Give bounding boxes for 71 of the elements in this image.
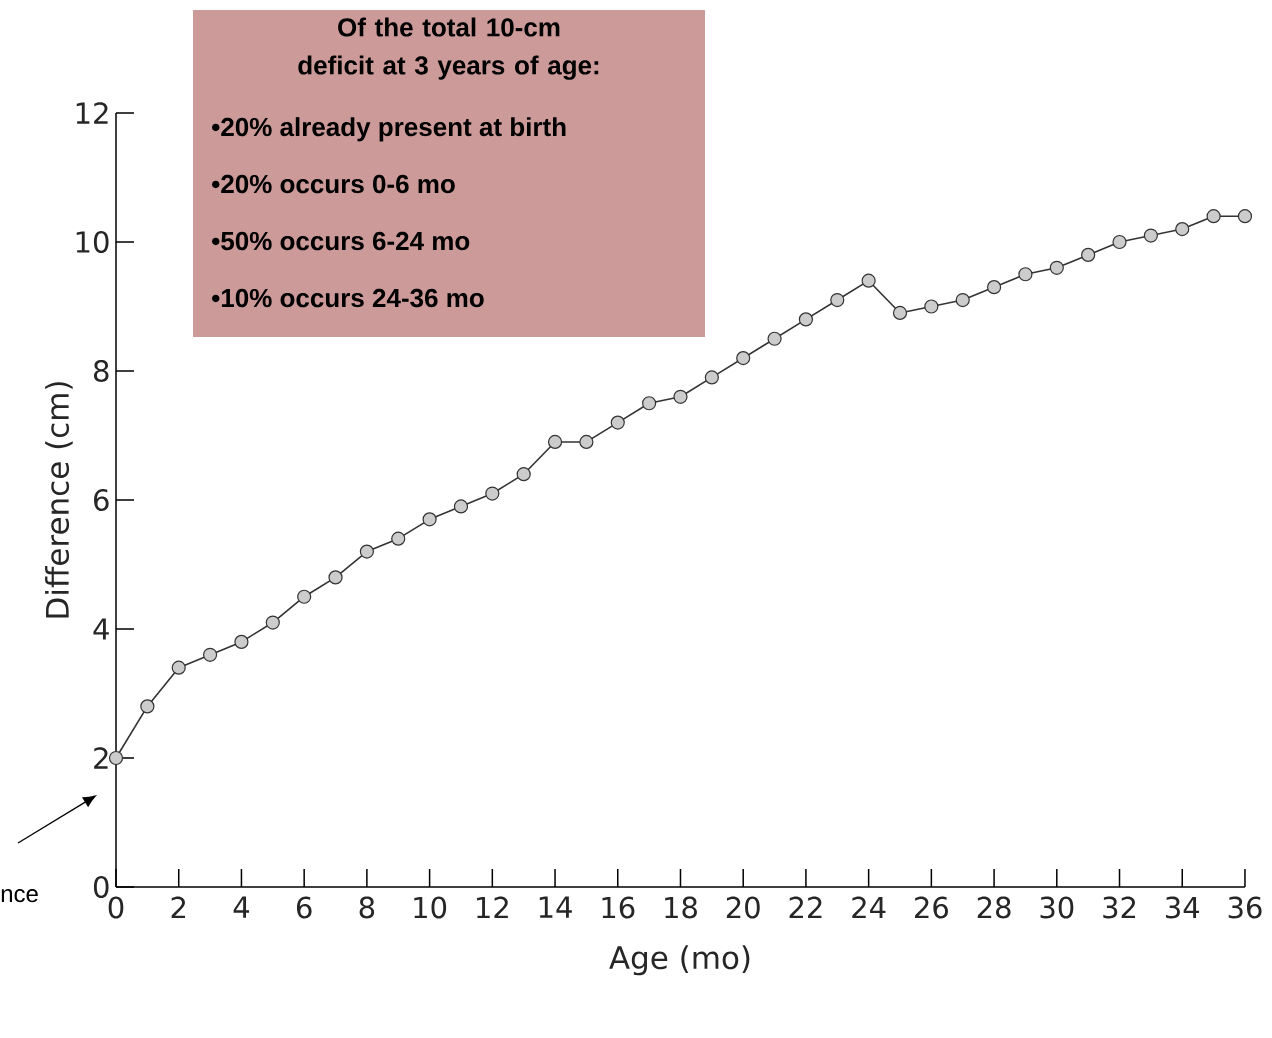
x-tick-label: 34 [1166, 896, 1200, 919]
x-tick-label: 22 [789, 896, 822, 919]
x-tick-label: 6 [296, 896, 312, 919]
point [1237, 209, 1253, 224]
y-tick-label: 8 [93, 360, 109, 382]
point [1143, 228, 1158, 243]
point [767, 331, 782, 346]
y-tick-label: 4 [93, 618, 109, 640]
y-tick-label: 6 [94, 489, 109, 511]
point [798, 312, 814, 327]
point [861, 273, 876, 288]
point [642, 396, 657, 411]
point [391, 531, 406, 546]
x-tick-label: 12 [477, 896, 508, 919]
x-tick-label: 26 [915, 896, 948, 919]
point [1018, 267, 1033, 282]
y-axis-title: Difference (cm) [45, 382, 73, 618]
point [924, 299, 939, 314]
annotation: •20% occurs 0-6 mo [212, 174, 455, 194]
point [736, 350, 751, 366]
point [108, 750, 124, 766]
point [1049, 260, 1064, 275]
point [704, 370, 719, 385]
x-tick-label: 18 [665, 896, 697, 919]
point [265, 615, 280, 630]
point [516, 467, 531, 482]
annotation: •20% already present at birth [212, 117, 566, 142]
y-tick-label: 12 [76, 102, 108, 124]
x-tick-label: 30 [1040, 896, 1074, 919]
x-tick-label: 16 [602, 896, 635, 919]
point [986, 280, 1002, 295]
x-axis-title: Age (mo) [609, 945, 750, 976]
y-tick-label: 10 [76, 231, 109, 253]
point [1206, 209, 1221, 224]
point [579, 434, 594, 450]
x-tick-label: 10 [414, 896, 447, 919]
text: nce [1, 889, 38, 903]
point [485, 486, 500, 501]
point [453, 499, 469, 514]
point [673, 389, 688, 404]
point [359, 544, 374, 559]
point [171, 660, 186, 675]
point [140, 699, 155, 714]
y-tick-label: 2 [94, 747, 108, 769]
point [1112, 234, 1127, 250]
point [297, 589, 312, 604]
x-tick-label: 32 [1103, 896, 1136, 919]
x-tick-label: 4 [233, 896, 250, 918]
x-tick-label: 20 [726, 896, 760, 919]
point [955, 292, 970, 308]
text: Of the total 10-cm deficit at 3 years of age: [298, 17, 599, 80]
point [610, 415, 625, 430]
point [830, 292, 845, 308]
point [202, 647, 218, 662]
point [892, 305, 908, 321]
annotation: •10% occurs 24-36 mo [212, 288, 484, 308]
annotation: •50% occurs 6-24 mo [212, 231, 470, 251]
point [547, 434, 563, 450]
point [328, 570, 343, 585]
point [422, 512, 437, 527]
x-tick-label: 36 [1228, 896, 1262, 919]
y-tick-label: 0 [93, 876, 109, 898]
x-tick-label: 28 [977, 896, 1011, 919]
x-tick-label: 0 [108, 896, 124, 919]
point [1081, 247, 1096, 262]
x-tick-label: 8 [359, 896, 375, 919]
x-tick-label: 24 [852, 896, 886, 919]
x-tick-label: 14 [539, 896, 572, 918]
point [234, 634, 249, 649]
x-tick-label: 2 [171, 896, 186, 919]
point [1175, 221, 1190, 237]
